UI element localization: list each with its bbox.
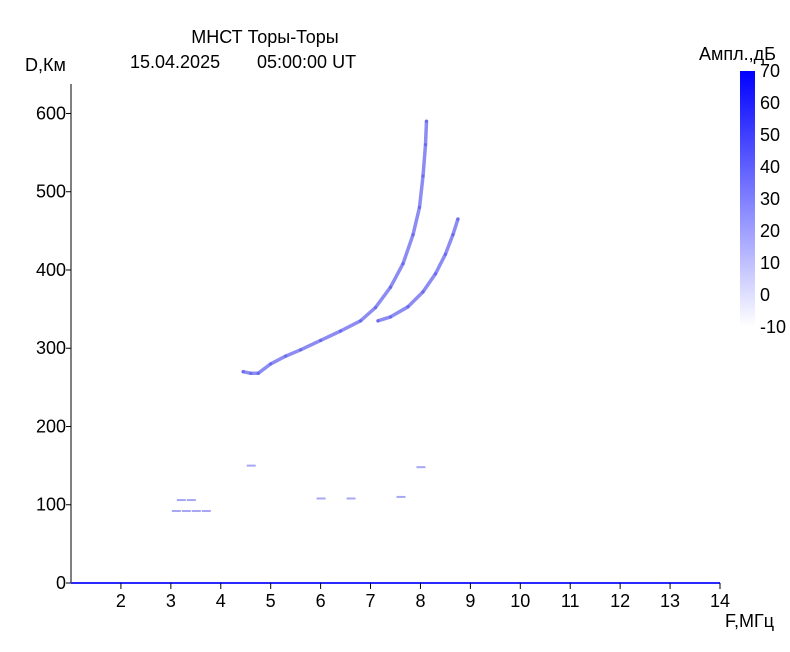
echo-point: [388, 315, 393, 319]
echo-point: [388, 285, 393, 289]
x-tick-label: 11: [561, 591, 580, 611]
x-tick-label: 5: [266, 591, 276, 611]
colorbar-tick-label: 70: [760, 61, 780, 81]
x-tick-label: 13: [660, 591, 680, 611]
echo-point: [433, 272, 438, 276]
echo-point: [424, 119, 429, 123]
x-tick-label: 8: [415, 591, 425, 611]
colorbar-label: Ампл.,дБ: [699, 44, 776, 64]
echo-point: [421, 290, 425, 294]
y-tick-label: 300: [36, 338, 66, 358]
echo-point: [284, 354, 288, 358]
echo-point: [191, 510, 201, 513]
echo-point: [319, 338, 323, 343]
x-tick-label: 10: [510, 591, 530, 611]
x-axis-label: F,МГц: [725, 611, 774, 631]
echo-traces: [171, 119, 460, 513]
y-tick-label: 600: [36, 103, 66, 123]
y-tick-label: 400: [36, 260, 66, 280]
echo-point: [373, 305, 378, 310]
colorbar-tick-label: 40: [760, 157, 780, 177]
echo-point: [396, 495, 406, 498]
axes: 2 3 4 5 6 7 8 9 10 11 12 13 14 0 100 200 300 400 500 600: [36, 84, 730, 611]
echo-point: [269, 362, 273, 366]
echo-point: [201, 510, 211, 513]
colorbar-tick-label: -10: [760, 317, 786, 337]
colorbar-tick-label: 0: [760, 285, 770, 305]
echo-point: [411, 233, 415, 237]
chart-time: 05:00:00 UT: [257, 52, 356, 72]
y-tick-label: 500: [36, 182, 66, 202]
echo-point: [241, 370, 245, 374]
echo-point: [316, 497, 326, 500]
x-tick-label: 12: [610, 591, 630, 611]
x-tick-label: 9: [465, 591, 475, 611]
x-tick-label: 4: [216, 591, 226, 611]
echo-point: [401, 262, 405, 266]
y-tick-label: 200: [36, 416, 66, 436]
colorbar-tick-label: 60: [760, 93, 780, 113]
echo-point: [443, 252, 448, 256]
colorbar: 70 60 50 40 30 20 10 0 -10: [740, 61, 786, 337]
colorbar-tick-label: 30: [760, 189, 780, 209]
echo-point: [176, 499, 186, 502]
echo-point: [299, 348, 303, 352]
echo-point: [249, 371, 253, 375]
echo-point: [358, 319, 363, 323]
x-tick-label: 6: [316, 591, 326, 611]
echo-point: [406, 305, 410, 309]
x-tick-label: 14: [710, 591, 730, 611]
echo-point: [181, 510, 191, 513]
chart-title: МНСТ Торы-Торы: [191, 27, 338, 47]
colorbar-gradient: [740, 71, 755, 327]
echo-point: [451, 233, 455, 237]
echo-point: [423, 143, 428, 147]
colorbar-tick-label: 10: [760, 253, 780, 273]
echo-point: [421, 174, 425, 178]
echo-point: [456, 217, 460, 221]
echo-trace-x-mode: [376, 217, 460, 323]
echo-point: [417, 205, 422, 209]
y-axis-label: D,Км: [25, 55, 66, 75]
echo-point: [171, 510, 181, 513]
echo-point: [246, 464, 256, 467]
echo-trace-o-mode: [241, 119, 429, 376]
echo-point: [338, 329, 343, 333]
echo-point: [346, 497, 356, 500]
x-tick-label: 7: [366, 591, 376, 611]
x-tick-label: 3: [166, 591, 176, 611]
chart-date: 15.04.2025: [130, 52, 220, 72]
echo-point: [186, 499, 196, 502]
echo-point: [376, 319, 380, 323]
x-tick-label: 2: [116, 591, 126, 611]
y-tick-label: 100: [36, 495, 66, 515]
y-tick-label: 0: [56, 573, 66, 593]
colorbar-tick-label: 50: [760, 125, 780, 145]
echo-point: [256, 371, 260, 375]
echo-point: [416, 466, 426, 469]
colorbar-tick-label: 20: [760, 221, 780, 241]
